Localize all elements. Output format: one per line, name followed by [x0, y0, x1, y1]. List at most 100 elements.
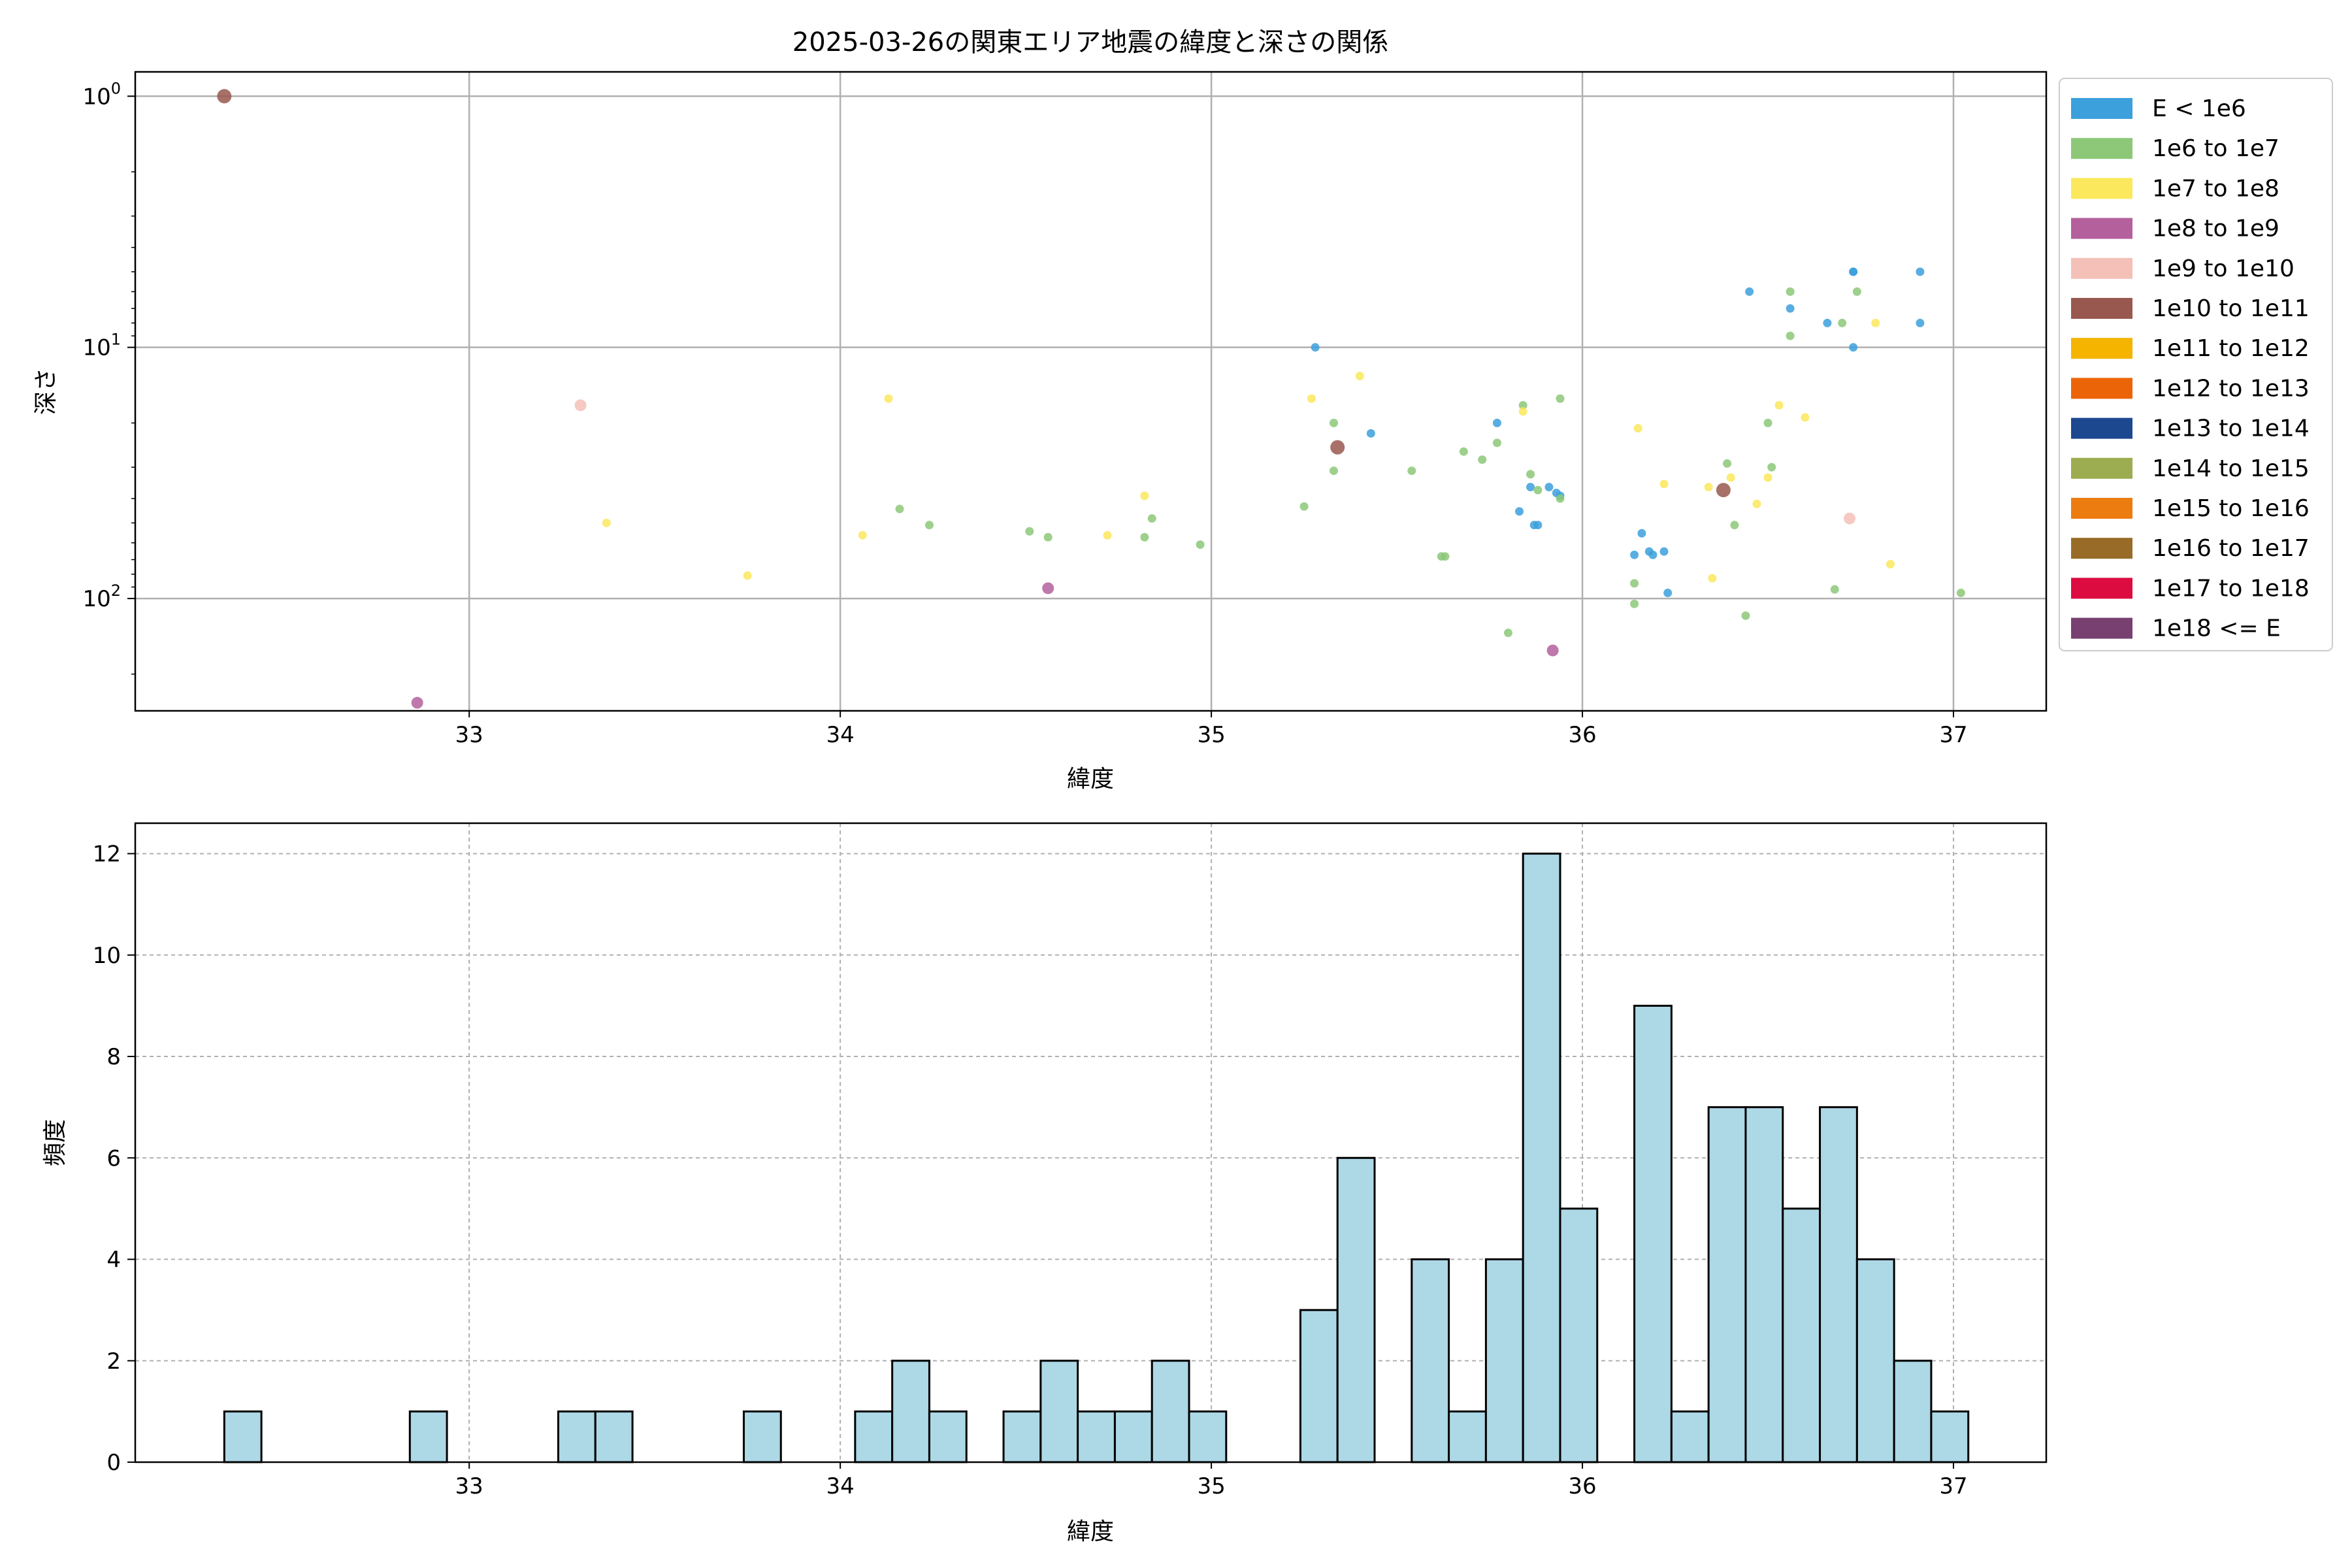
scatter-point — [411, 696, 423, 709]
histogram-bar — [1002, 1410, 1042, 1463]
scatter-x-tick-label: 34 — [826, 722, 854, 748]
scatter-point — [1838, 318, 1847, 327]
legend-swatch — [2071, 257, 2132, 279]
scatter-point — [1801, 413, 1810, 422]
scatter-point — [1140, 491, 1149, 500]
histogram-bar — [1559, 1207, 1599, 1463]
scatter-point — [1299, 502, 1309, 511]
histogram-y-tick-label: 2 — [106, 1348, 121, 1375]
scatter-point — [1459, 447, 1468, 456]
scatter-point — [1407, 466, 1416, 476]
scatter-point — [1492, 418, 1501, 427]
scatter-point — [1307, 394, 1316, 403]
scatter-point — [1518, 400, 1527, 410]
legend-swatch — [2071, 98, 2132, 119]
scatter-point — [1659, 480, 1669, 489]
scatter-point — [1544, 483, 1554, 492]
histogram-bar — [1484, 1258, 1524, 1463]
scatter-points — [217, 89, 1965, 709]
histogram-y-tick-label: 10 — [93, 943, 121, 969]
histogram-y-tick-label: 4 — [106, 1247, 121, 1273]
histogram-bar — [1411, 1258, 1450, 1463]
histogram-x-axis-label: 緯度 — [1067, 1518, 1114, 1545]
legend-label: 1e16 to 1e17 — [2152, 535, 2310, 562]
scatter-point — [1659, 547, 1669, 556]
scatter-point — [1140, 532, 1149, 542]
scatter-point — [1311, 343, 1320, 352]
scatter-point — [1514, 507, 1524, 516]
scatter-point — [1730, 521, 1739, 530]
scatter-point — [217, 89, 232, 104]
scatter-y-axis-label: 深さ — [33, 368, 59, 415]
legend-label: 1e7 to 1e8 — [2152, 175, 2279, 202]
scatter-point — [1849, 343, 1858, 352]
scatter-point — [1823, 318, 1832, 327]
legend-swatch — [2071, 218, 2132, 239]
scatter-point — [895, 504, 904, 514]
scatter-point — [1366, 429, 1375, 438]
scatter-panel: 33 34 35 36 37 100 101 102 緯度 深さ — [33, 71, 2048, 792]
histogram-panel: 33 34 35 36 37 0 2 4 6 8 10 12 緯度 頻度 — [42, 822, 2048, 1545]
scatter-point — [1330, 466, 1339, 476]
histogram-y-tick-label: 12 — [93, 841, 121, 868]
scatter-point — [1871, 318, 1880, 327]
scatter-point — [1556, 394, 1565, 403]
histogram-bar — [1336, 1156, 1376, 1463]
histogram-bar — [223, 1410, 263, 1463]
scatter-point — [1741, 611, 1750, 620]
scatter-point — [1147, 514, 1156, 523]
histogram-x-tick-label: 35 — [1197, 1473, 1225, 1499]
scatter-point — [1633, 424, 1642, 433]
scatter-y-tick-label: 100 — [82, 79, 121, 110]
histogram-bar — [1744, 1106, 1784, 1463]
scatter-point — [1637, 529, 1646, 538]
scatter-point — [1786, 287, 1795, 296]
scatter-point — [1704, 483, 1713, 492]
histogram-bar — [1893, 1360, 1933, 1463]
scatter-point — [1518, 407, 1527, 416]
scatter-point — [574, 399, 587, 412]
scatter-x-axis-label: 緯度 — [1067, 766, 1114, 792]
scatter-point — [1043, 532, 1053, 542]
scatter-point — [743, 571, 752, 580]
scatter-point — [1723, 459, 1732, 468]
histogram-bar — [854, 1410, 894, 1463]
scatter-point — [1330, 418, 1339, 427]
legend-label: 1e11 to 1e12 — [2152, 335, 2310, 362]
histogram-axes: 33 34 35 36 37 0 2 4 6 8 10 12 — [93, 841, 1968, 1499]
histogram-bars — [223, 853, 1970, 1463]
scatter-point — [1526, 483, 1535, 492]
legend-swatch — [2071, 378, 2132, 399]
scatter-point — [884, 394, 893, 403]
figure-title: 2025-03-26の関東エリア地震の緯度と深さの関係 — [792, 27, 1388, 57]
scatter-point — [1025, 527, 1034, 536]
legend-swatch — [2071, 617, 2132, 639]
scatter-point — [1830, 585, 1839, 594]
legend-label: 1e9 to 1e10 — [2152, 255, 2295, 282]
scatter-point — [1852, 287, 1861, 296]
scatter-point — [1103, 531, 1112, 540]
legend-swatch — [2071, 538, 2132, 559]
scatter-point — [1745, 287, 1754, 296]
legend-items: E < 1e6 1e6 to 1e7 1e7 to 1e8 1e8 to 1e9 1e9… — [2071, 95, 2310, 642]
legend-swatch — [2071, 417, 2132, 439]
histogram-x-tick-label: 33 — [455, 1473, 483, 1499]
scatter-point — [1042, 582, 1054, 595]
scatter-point — [1492, 438, 1501, 448]
legend-swatch — [2071, 578, 2132, 599]
scatter-point — [1763, 418, 1772, 427]
legend-frame — [2059, 78, 2333, 651]
scatter-point — [1716, 483, 1731, 498]
scatter-point — [1916, 267, 1925, 276]
histogram-bar — [1151, 1360, 1190, 1463]
histogram-bar — [1077, 1410, 1116, 1463]
scatter-point — [924, 521, 934, 530]
scatter-point — [1752, 499, 1761, 508]
histogram-y-axis-label: 頻度 — [42, 1119, 69, 1166]
histogram-bar — [1670, 1410, 1710, 1463]
scatter-x-tick-label: 33 — [455, 722, 483, 748]
histogram-x-tick-label: 36 — [1568, 1473, 1596, 1499]
scatter-axes: 33 34 35 36 37 100 101 102 — [82, 79, 1967, 748]
legend-swatch — [2071, 298, 2132, 319]
histogram-bar — [1707, 1106, 1747, 1463]
